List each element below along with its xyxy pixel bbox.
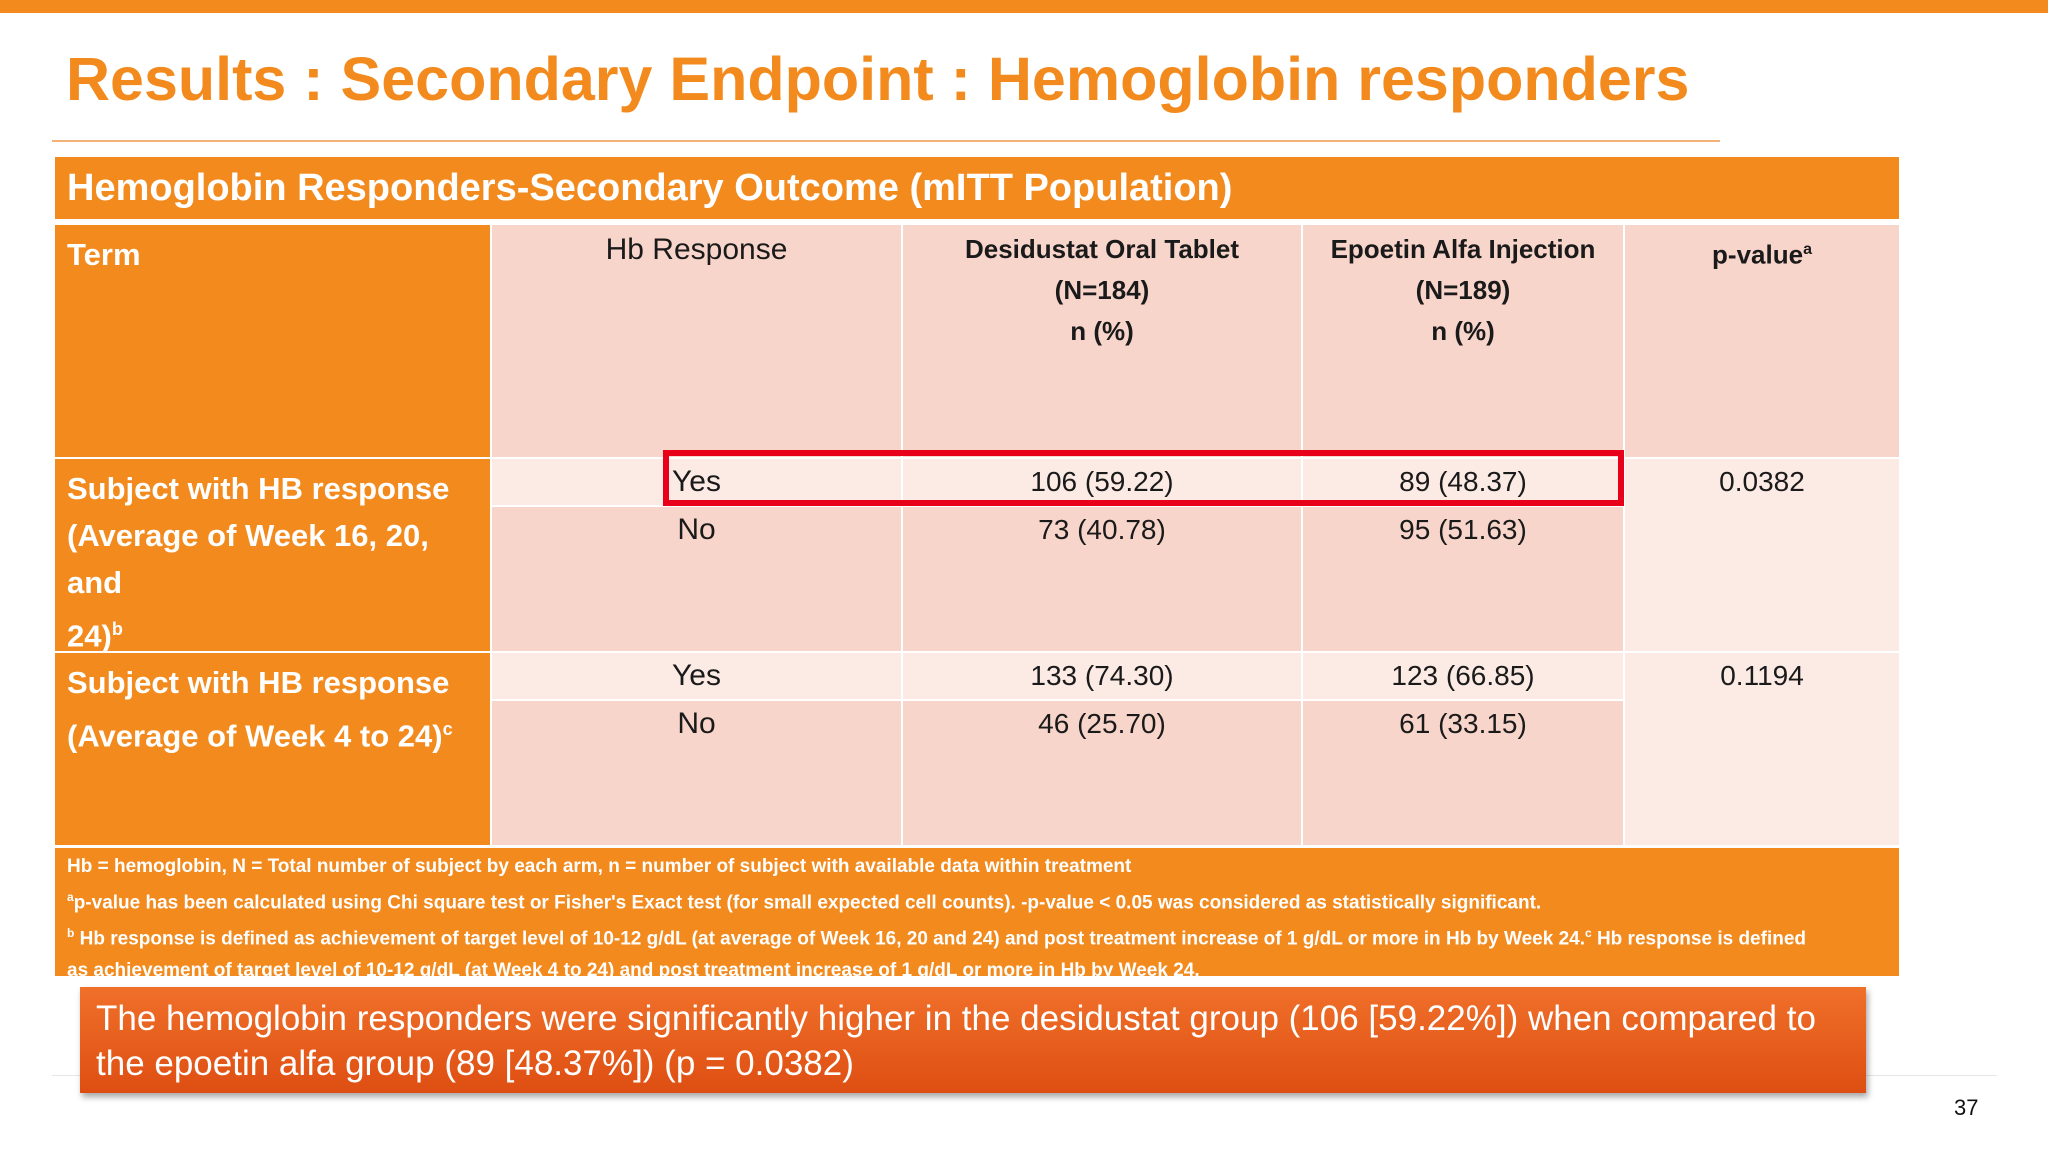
term-header-cell: Term [55,225,490,457]
row2-yes-epoetin: 123 (66.85) [1391,660,1535,691]
pvalue-header-sup: a [1803,241,1812,258]
row1-yes-label: Yes [672,465,721,498]
pvalue-header-cell: p-valuea [1625,225,1899,457]
footnote-c-continued: as achievement of target level of 10-12 … [67,959,1200,981]
row1-term-line1: Subject with HB response [67,471,450,506]
footnote-a: ap-value has been calculated using Chi s… [67,882,1887,918]
footnote-b: b Hb response is defined as achievement … [67,918,1887,954]
row1-yes-cell: Yes [492,459,901,505]
row1-no-desidustat-cell: 73 (40.78) [903,507,1301,651]
row2-term-line2: (Average of Week 4 to 24) [67,718,443,754]
row2-no-desidustat-cell: 46 (25.70) [903,701,1301,845]
table-header: Hemoglobin Responders-Secondary Outcome … [55,157,1899,219]
row2-term-line1: Subject with HB response [67,665,450,700]
title-divider [52,140,1720,142]
term-header: Term [67,237,141,272]
row1-no-cell: No [492,507,901,651]
epoetin-header-cell: Epoetin Alfa Injection (N=189) n (%) [1303,225,1623,457]
footnote-a-text: p-value has been calculated using Chi sq… [73,892,1542,914]
hb-response-header-cell: Hb Response [492,225,901,457]
row1-no-epoetin-cell: 95 (51.63) [1303,507,1623,651]
page-number: 37 [1954,1095,1979,1120]
row1-term-cell: Subject with HB response (Average of Wee… [55,459,490,654]
row2-yes-desidustat: 133 (74.30) [1030,660,1174,691]
row1-term-sup: b [111,619,123,639]
row2-term-sup: c [442,719,453,739]
callout-line2: the epoetin alfa group (89 [48.37%]) (p … [96,1044,854,1083]
row2-no-epoetin-cell: 61 (33.15) [1303,701,1623,845]
row1-yes-desidustat-cell: 106 (59.22) [903,459,1301,505]
row1-yes-desidustat: 106 (59.22) [1030,466,1174,497]
footnote-b-sup: b [67,926,75,941]
pvalue-header: p-value [1712,239,1804,270]
row1-yes-epoetin-cell: 89 (48.37) [1303,459,1623,505]
row2-pvalue-cell: 0.1194 [1625,653,1899,845]
row2-no-desidustat: 46 (25.70) [1038,708,1166,739]
row1-pvalue: 0.0382 [1719,466,1805,497]
footnote-c-sup: c [1584,926,1592,941]
top-accent-bar [0,0,2048,13]
footnote-b-text: Hb response is defined as achievement of… [74,928,1585,950]
desidustat-header-name: Desidustat Oral Tablet [964,234,1240,264]
epoetin-header-unit: n (%) [1431,316,1495,346]
highlight-box [663,450,1624,506]
row1-pvalue-cell: 0.0382 [1625,459,1899,651]
callout-line1: The hemoglobin responders were significa… [96,999,1816,1038]
row2-pvalue: 0.1194 [1720,660,1804,691]
row2-term-cell: Subject with HB response (Average of Wee… [55,653,490,845]
row2-yes-cell: Yes [492,653,901,699]
desidustat-header-unit: n (%) [1070,316,1134,346]
row1-term-line2: (Average of Week 16, 20, and [67,518,429,600]
desidustat-header-n: (N=184) [1054,275,1150,305]
row2-no-label: No [677,707,716,740]
epoetin-header-n: (N=189) [1415,275,1511,305]
slide-title: Results : Secondary Endpoint : Hemoglobi… [66,45,1690,113]
desidustat-header-cell: Desidustat Oral Tablet (N=184) n (%) [903,225,1301,457]
footnote-a-sup: a [67,890,74,904]
epoetin-header-name: Epoetin Alfa Injection [1330,234,1596,264]
conclusion-callout: The hemoglobin responders were significa… [80,987,1866,1093]
hb-response-header: Hb Response [605,233,788,266]
row1-no-desidustat: 73 (40.78) [1038,514,1166,545]
footnote-c-text: Hb response is defined [1591,928,1806,950]
row1-yes-epoetin: 89 (48.37) [1399,466,1527,497]
footnote-abbreviations: Hb = hemoglobin, N = Total number of sub… [67,856,1132,877]
row1-term-line3: 24) [67,618,112,654]
table-footnotes: Hb = hemoglobin, N = Total number of sub… [55,848,1899,981]
row1-no-epoetin: 95 (51.63) [1399,514,1527,545]
row2-no-epoetin: 61 (33.15) [1399,708,1527,739]
row2-no-cell: No [492,701,901,845]
row1-no-label: No [677,513,716,546]
row2-yes-label: Yes [672,659,721,692]
row2-yes-desidustat-cell: 133 (74.30) [903,653,1301,699]
row2-yes-epoetin-cell: 123 (66.85) [1303,653,1623,699]
